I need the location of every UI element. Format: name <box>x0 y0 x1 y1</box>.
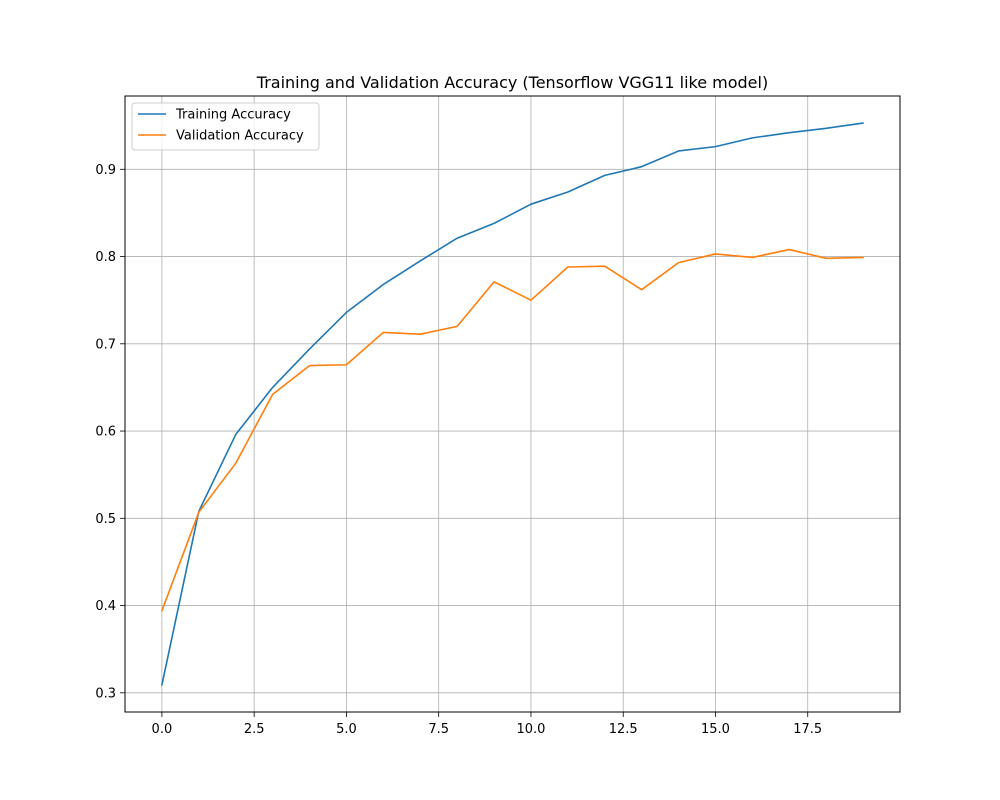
legend-label-training: Training Accuracy <box>175 108 291 123</box>
y-tick-label: 0.5 <box>95 512 116 527</box>
y-tick-label: 0.3 <box>95 686 116 701</box>
x-tick-label: 2.5 <box>244 722 265 737</box>
plot-frame <box>124 95 901 713</box>
validation-accuracy-line <box>161 248 864 612</box>
chart-title: Training and Validation Accuracy (Tensor… <box>256 73 768 92</box>
y-tick-label: 0.6 <box>95 425 116 440</box>
y-tick-label: 0.7 <box>95 337 116 352</box>
x-tick-label: 12.5 <box>609 722 638 737</box>
y-tick-label: 0.4 <box>95 599 116 614</box>
series-layer <box>161 122 864 686</box>
x-axis: 0.0 2.5 5.0 7.5 10.0 12.5 15.0 17.5 <box>152 712 822 737</box>
legend-frame <box>131 102 320 151</box>
training-accuracy-line <box>161 122 864 686</box>
legend-label-validation: Validation Accuracy <box>176 129 304 144</box>
grid <box>125 96 900 712</box>
x-tick-label: 10.0 <box>516 722 545 737</box>
y-tick-label: 0.8 <box>95 250 116 265</box>
x-tick-label: 7.5 <box>428 722 449 737</box>
x-tick-label: 0.0 <box>152 722 173 737</box>
y-axis: 0.3 0.4 0.5 0.6 0.7 0.8 0.9 <box>95 163 125 701</box>
x-tick-label: 5.0 <box>336 722 357 737</box>
legend: Training Accuracy Validation Accuracy <box>131 102 320 151</box>
x-tick-label: 17.5 <box>793 722 822 737</box>
y-tick-label: 0.9 <box>95 163 116 178</box>
x-tick-label: 15.0 <box>701 722 730 737</box>
